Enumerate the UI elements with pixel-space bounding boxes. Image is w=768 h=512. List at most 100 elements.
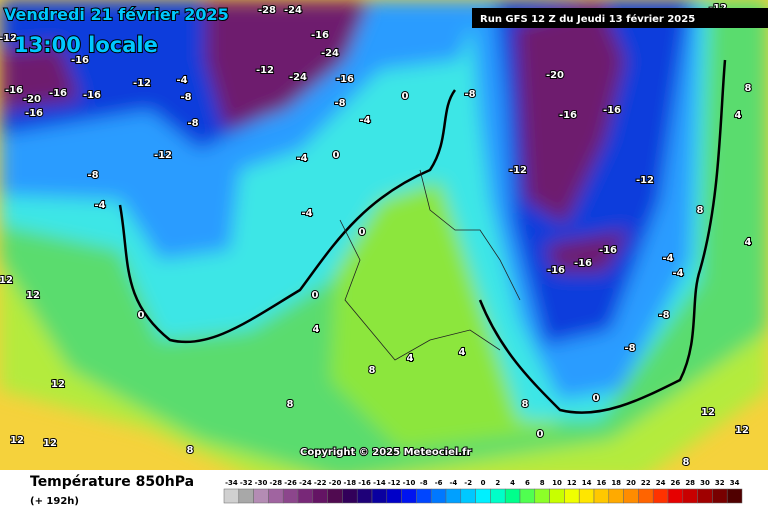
- scale-swatch: [445, 488, 462, 504]
- scale-swatch: [549, 488, 565, 504]
- scale-swatch: [638, 488, 654, 504]
- isotherm-label: 8: [522, 399, 529, 410]
- isotherm-label: -16: [336, 74, 354, 85]
- scale-label: 18: [611, 479, 621, 487]
- isotherm-label: 0: [333, 150, 340, 161]
- scale-label: -4: [450, 479, 458, 487]
- scale-label: -8: [420, 479, 428, 487]
- isotherm-label: -16: [25, 108, 43, 119]
- isotherm-label: 4: [407, 353, 414, 364]
- isotherm: [118, 89, 457, 344]
- scale-label: -30: [255, 479, 268, 487]
- scale-swatch: [342, 488, 358, 504]
- isotherm-label: -8: [87, 170, 98, 181]
- copyright: Copyright © 2025 Meteociel.fr: [300, 447, 471, 458]
- isotherm-label: 4: [313, 324, 320, 335]
- isotherm-label: 8: [187, 445, 194, 456]
- scale-label: -26: [284, 479, 297, 487]
- isotherm-label: -12: [154, 150, 172, 161]
- scale-label: 16: [597, 479, 607, 487]
- scale-swatch: [416, 488, 432, 504]
- scale-swatch: [504, 488, 521, 504]
- isotherm-label: 0: [359, 227, 366, 238]
- isotherm-label: 0: [537, 429, 544, 440]
- isotherm-label: -4: [662, 253, 673, 264]
- legend-title: Température 850hPa: [30, 474, 194, 490]
- run-box: [472, 8, 768, 28]
- scale-swatch: [712, 488, 728, 504]
- scale-label: -14: [373, 479, 386, 487]
- scale-label: -22: [314, 479, 327, 487]
- isotherm-label: -16: [603, 105, 621, 116]
- isotherm-label: 0: [593, 393, 600, 404]
- scale-swatch: [356, 488, 373, 504]
- run-info: Run GFS 12 Z du Jeudi 13 février 2025: [480, 13, 695, 25]
- coastline: [339, 219, 501, 361]
- isotherm-label: -12: [636, 175, 654, 186]
- isotherm-label: -28: [258, 5, 276, 16]
- scale-label: -12: [388, 479, 401, 487]
- scale-swatch: [534, 488, 550, 504]
- isotherm-label: -4: [301, 208, 312, 219]
- scale-label: 8: [540, 479, 545, 487]
- isotherm-label: -8: [658, 310, 669, 321]
- scale-swatch: [253, 488, 269, 504]
- isotherm-label: -4: [94, 200, 105, 211]
- isotherm-label: -4: [296, 153, 307, 164]
- isotherm-label: -8: [624, 343, 635, 354]
- scale-swatch: [564, 488, 580, 504]
- isotherm-label: -20: [23, 94, 41, 105]
- coastline: [419, 169, 521, 301]
- scale-label: -16: [358, 479, 371, 487]
- isotherm-label: 8: [697, 205, 704, 216]
- scale-label: 24: [656, 479, 666, 487]
- isotherm-label: 4: [745, 237, 752, 248]
- isotherm-label: 0: [138, 310, 145, 321]
- scale-label: 26: [671, 479, 681, 487]
- scale-swatch: [652, 488, 669, 504]
- isotherm-label: -16: [574, 258, 592, 269]
- scale-swatch: [297, 488, 314, 504]
- scale-label: 30: [700, 479, 710, 487]
- isotherm-label: 12: [26, 290, 40, 301]
- isotherm-label: -16: [49, 88, 67, 99]
- scale-swatch: [490, 488, 506, 504]
- scale-label: 10: [552, 479, 562, 487]
- isotherm-label: 0: [312, 290, 319, 301]
- isotherm-label: -16: [71, 55, 89, 66]
- isotherm-label: 12: [735, 425, 749, 436]
- scale-swatch: [401, 488, 417, 504]
- scale-label: -28: [269, 479, 282, 487]
- scale-swatch: [682, 488, 698, 504]
- color-scale: -34 -32 -30 -28 -26 -24 -22 -20 -18 -16 -14 -12 -10-…: [223, 479, 743, 504]
- isotherm-label: 12: [10, 435, 24, 446]
- isotherm-label: 12: [701, 407, 715, 418]
- scale-swatch: [519, 488, 536, 504]
- scale-swatch: [623, 488, 639, 504]
- isotherm-label: -12: [509, 165, 527, 176]
- isotherm: [478, 59, 727, 414]
- scale-label: 6: [525, 479, 530, 487]
- isotherm-label: -8: [187, 118, 198, 129]
- isotherm-label: -16: [547, 265, 565, 276]
- isotherm-label: -16: [599, 245, 617, 256]
- valid-date: Vendredi 21 février 2025: [4, 5, 229, 24]
- isotherm-label: -4: [359, 115, 370, 126]
- isotherm-label: 8: [745, 83, 752, 94]
- temperature-field: -12 -16 -16 -20 -16 -16 -16 -12 -4 -8 -8 -12 -8 -4 -28…: [0, 0, 768, 470]
- isotherm-label: -24: [289, 72, 307, 83]
- scale-swatch: [475, 488, 491, 504]
- local-time: 13:00 locale: [14, 33, 158, 57]
- isotherm-label: -8: [180, 92, 191, 103]
- isotherm-label: -12: [133, 78, 151, 89]
- isotherm-label: -20: [546, 70, 564, 81]
- isotherm-label: -8: [334, 98, 345, 109]
- scale-label: 32: [715, 479, 725, 487]
- scale-swatch: [327, 488, 343, 504]
- isotherm-label: 8: [287, 399, 294, 410]
- scale-label: -24: [299, 479, 312, 487]
- scale-label: 2: [495, 479, 500, 487]
- isotherm-label: -12: [256, 65, 274, 76]
- scale-swatch: [223, 488, 240, 504]
